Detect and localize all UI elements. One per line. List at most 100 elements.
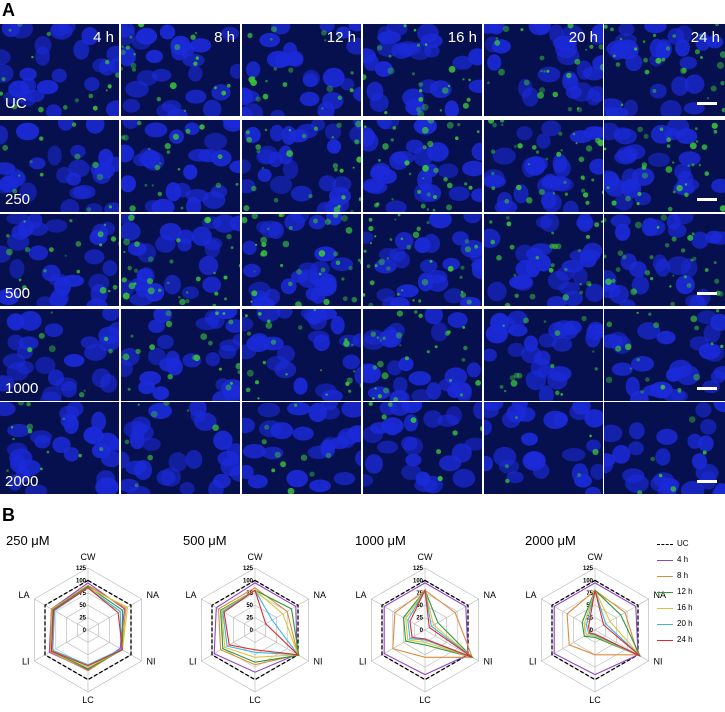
axis-label: NA	[654, 590, 667, 600]
series-line	[588, 590, 641, 657]
micrograph-image	[484, 402, 603, 494]
radial-tick-label: 0	[250, 628, 254, 634]
radial-tick-label: 0	[420, 628, 424, 634]
grid-spoke	[34, 629, 89, 662]
micrograph-tile	[363, 214, 482, 306]
radial-tick-label: 125	[243, 566, 254, 572]
axis-label: CW	[81, 552, 96, 562]
micrograph-image	[0, 120, 119, 212]
series-line	[223, 589, 300, 656]
grid-spoke	[87, 629, 142, 662]
series-line	[222, 589, 300, 656]
micrograph-tile: 250	[0, 120, 119, 212]
grid-spoke	[201, 629, 256, 662]
micrograph-tile	[484, 214, 603, 306]
micrograph-image	[121, 309, 240, 401]
micrograph-image	[363, 402, 482, 494]
micrograph-tile	[363, 309, 482, 401]
grid-spoke	[254, 598, 309, 631]
series-line	[407, 588, 473, 658]
series-line	[585, 588, 641, 657]
radial-tick-label: 75	[79, 591, 86, 597]
axis-label: LI	[529, 657, 537, 667]
micrograph-image	[121, 214, 240, 306]
radial-tick-label: 100	[413, 578, 424, 584]
series-line	[211, 579, 299, 681]
radial-tick-label: 50	[79, 603, 86, 609]
axis-label: NI	[147, 657, 156, 667]
axis-label: CW	[248, 552, 263, 562]
radar-charts: 250 μM 125 100 75 50 25 0 CW NA NI LC LI LA 500 μM 125…	[6, 533, 667, 705]
grid-spoke	[87, 598, 142, 631]
micrograph-image	[604, 120, 725, 212]
legend-swatch	[657, 640, 673, 641]
legend-swatch	[657, 592, 673, 593]
micrograph-image	[484, 310, 603, 401]
legend-swatch	[657, 560, 673, 561]
legend-label: 8 h	[677, 571, 689, 580]
grid-spoke	[371, 629, 426, 662]
series-line	[44, 579, 132, 681]
radial-tick-label: 50	[246, 603, 253, 609]
legend-label: 12 h	[677, 587, 693, 596]
micrograph-tile: 2000	[0, 402, 119, 494]
scale-bar	[697, 102, 717, 105]
legend-label: 4 h	[677, 555, 689, 564]
radial-tick-label: 25	[416, 616, 423, 622]
micrograph-tile: 4 h UC	[0, 24, 119, 116]
chart-title: 250 μM	[6, 533, 50, 548]
micrograph-tile: 8 h	[121, 24, 240, 116]
micrograph-image	[0, 309, 119, 401]
micrograph-image	[363, 120, 482, 212]
legend-label: 24 h	[677, 635, 693, 644]
series-line	[213, 582, 298, 673]
grid-spoke	[201, 598, 256, 631]
grid-spoke	[34, 598, 89, 631]
micrograph-image	[604, 309, 725, 401]
concentration-label: 250	[5, 191, 31, 208]
legend-item: 4 h	[657, 553, 725, 569]
series-line	[409, 588, 473, 658]
legend-label: 16 h	[677, 603, 693, 612]
axis-label: NA	[484, 590, 497, 600]
micrograph-tile	[604, 402, 725, 494]
radial-tick-label: 75	[586, 591, 593, 597]
radial-tick-label: 125	[583, 566, 594, 572]
legend-item: UC	[657, 537, 725, 553]
legend-swatch	[657, 576, 673, 577]
time-label: 12 h	[326, 29, 356, 46]
radial-tick-label: 25	[246, 616, 253, 622]
radial-tick-label: 100	[583, 578, 594, 584]
radial-tick-label: 100	[76, 578, 87, 584]
micrograph-image	[484, 214, 603, 306]
micrograph-tile	[121, 214, 240, 306]
axis-label: CW	[418, 552, 433, 562]
legend-swatch	[657, 544, 673, 545]
axis-label: LC	[82, 695, 94, 705]
micrograph-tile	[121, 120, 240, 212]
micrograph-tile: 12 h	[242, 24, 361, 116]
series-line	[381, 579, 469, 681]
axis-label: LI	[189, 657, 197, 667]
legend-item: 20 h	[657, 617, 725, 633]
series-line	[583, 588, 641, 657]
axis-label: CW	[588, 552, 603, 562]
micrograph-image	[0, 402, 119, 494]
micrograph-image	[484, 120, 603, 212]
series-line	[50, 585, 123, 670]
scale-bar	[697, 198, 717, 201]
micrograph-image	[121, 24, 240, 116]
micrograph-grid: 4 h UC 8 h 12 h 16 h 20 h 24 h 250 500 1000 2000	[0, 24, 725, 494]
micrograph-image	[0, 24, 119, 116]
legend-swatch	[657, 624, 673, 625]
axis-label: LC	[249, 695, 261, 705]
axis-label: NA	[314, 590, 327, 600]
concentration-label: 2000	[5, 473, 39, 490]
micrograph-tile	[604, 309, 725, 401]
radial-tick-label: 0	[83, 628, 87, 634]
micrograph-image	[242, 214, 361, 306]
grid-spoke	[424, 598, 479, 631]
radial-tick-label: 125	[413, 566, 424, 572]
micrograph-image	[363, 24, 482, 116]
series-line	[220, 589, 299, 658]
